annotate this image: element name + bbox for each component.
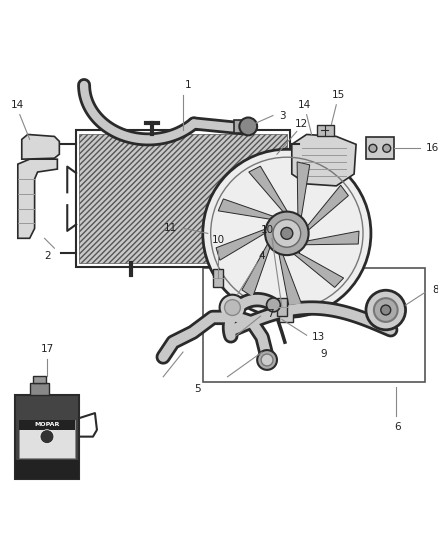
Polygon shape (292, 134, 356, 186)
Text: 16: 16 (426, 143, 438, 154)
Bar (33, 376, 46, 383)
Circle shape (374, 298, 398, 322)
Text: 7: 7 (267, 309, 274, 319)
Circle shape (267, 298, 280, 312)
Polygon shape (242, 239, 272, 297)
Bar (213, 269, 223, 287)
Text: 4: 4 (259, 251, 265, 261)
Bar (366, 138, 394, 159)
Circle shape (261, 354, 273, 366)
Bar (317, 125, 334, 136)
Polygon shape (216, 227, 270, 260)
Text: 3: 3 (279, 110, 286, 120)
Circle shape (40, 430, 54, 443)
Circle shape (203, 149, 371, 318)
Polygon shape (290, 250, 344, 287)
Text: MOPAR: MOPAR (34, 422, 60, 427)
Text: 2: 2 (44, 251, 51, 261)
Bar (79, 134, 287, 263)
Text: 8: 8 (432, 285, 438, 295)
Bar (19, 420, 75, 430)
Polygon shape (278, 249, 302, 305)
Polygon shape (22, 134, 59, 159)
Circle shape (257, 350, 277, 370)
Text: 5: 5 (194, 384, 201, 394)
Circle shape (366, 290, 406, 330)
Text: 14: 14 (298, 100, 311, 110)
Text: 10: 10 (261, 225, 274, 236)
Bar (234, 119, 242, 133)
Circle shape (281, 228, 293, 239)
Bar (279, 312, 293, 322)
Text: 14: 14 (11, 100, 25, 110)
Polygon shape (218, 199, 278, 220)
Bar (203, 268, 425, 382)
Circle shape (383, 144, 391, 152)
Text: 17: 17 (40, 344, 53, 354)
Text: 6: 6 (394, 422, 401, 432)
Text: 15: 15 (332, 90, 345, 100)
Polygon shape (249, 166, 290, 216)
Bar (277, 298, 287, 316)
Circle shape (239, 118, 257, 135)
Bar (15, 460, 79, 479)
Bar (15, 394, 79, 479)
Circle shape (381, 305, 391, 315)
Circle shape (273, 220, 301, 247)
Polygon shape (304, 185, 348, 233)
Text: 13: 13 (312, 332, 325, 342)
Text: 12: 12 (295, 118, 308, 128)
Polygon shape (300, 231, 359, 245)
Circle shape (369, 144, 377, 152)
Text: 1: 1 (185, 80, 191, 90)
Bar (19, 420, 75, 458)
Polygon shape (18, 159, 57, 238)
Text: 11: 11 (163, 223, 177, 233)
Circle shape (225, 300, 240, 316)
Text: 9: 9 (321, 349, 327, 359)
Circle shape (219, 295, 245, 320)
Text: 10: 10 (212, 235, 225, 245)
Circle shape (265, 212, 309, 255)
Bar (30, 383, 49, 394)
Polygon shape (297, 162, 310, 222)
Bar (76, 131, 290, 267)
